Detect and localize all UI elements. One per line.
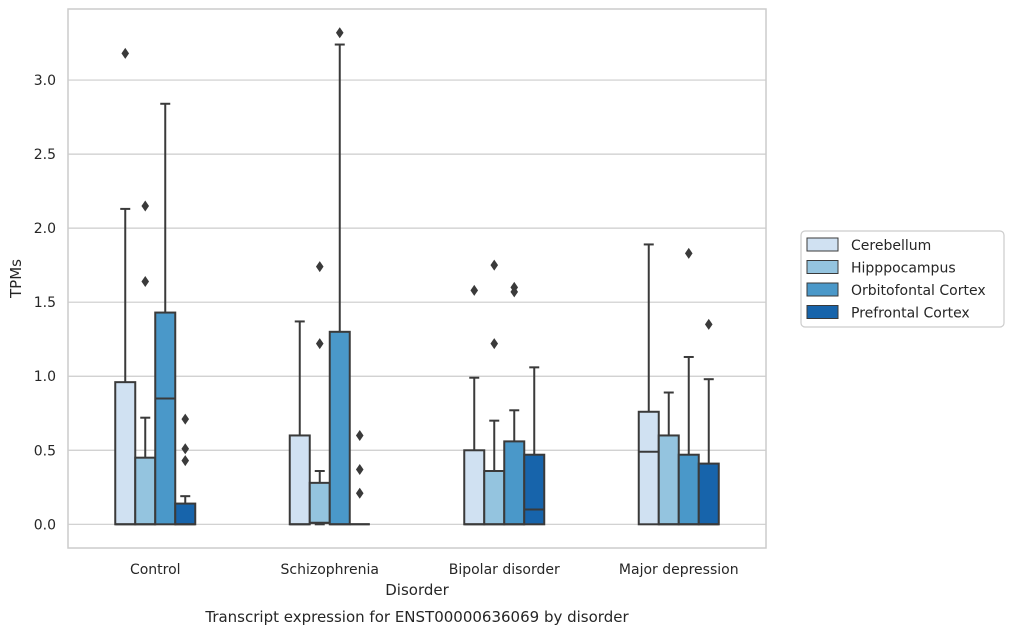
- x-axis-title: Disorder: [385, 581, 449, 599]
- box-body: [288, 434, 311, 526]
- box-2-3: [483, 259, 506, 526]
- x-tick-label: Major depression: [619, 562, 739, 578]
- legend-swatch: [806, 237, 839, 252]
- box-body: [503, 440, 526, 526]
- box-body: [134, 456, 157, 526]
- outlier-point: [510, 281, 519, 293]
- box-body: [308, 481, 331, 524]
- box-2-2: [308, 261, 331, 526]
- x-tick-label: Schizophrenia: [281, 562, 379, 578]
- outlier-point: [335, 27, 344, 39]
- outlier-point: [355, 464, 364, 476]
- box-4-1: [174, 413, 197, 526]
- box-1-1: [114, 47, 137, 526]
- box-series: [114, 27, 720, 526]
- box-1-2: [288, 320, 311, 526]
- y-tick-label: 1.0: [34, 369, 56, 385]
- legend-label: Cerebellum: [851, 238, 931, 254]
- box-body: [523, 453, 546, 526]
- outlier-point: [490, 259, 499, 271]
- box-2-1: [134, 200, 157, 526]
- box-body: [677, 453, 700, 526]
- y-tick-label: 0.5: [34, 443, 56, 459]
- box-4-4: [697, 318, 720, 526]
- y-tick-label: 2.5: [34, 147, 56, 163]
- box-body: [657, 434, 680, 526]
- outlier-point: [181, 413, 190, 425]
- outlier-point: [684, 247, 693, 259]
- outlier-point: [141, 200, 150, 212]
- legend: Cerebellum Hipppocampus Orbitofontal Corte…: [800, 230, 1005, 328]
- box-3-4: [677, 247, 700, 526]
- y-tick-label: 2.0: [34, 221, 56, 237]
- box-2-4: [657, 391, 680, 526]
- legend-box: [800, 230, 1005, 328]
- outlier-point: [355, 487, 364, 499]
- outlier-point: [315, 338, 324, 350]
- outlier-point: [315, 261, 324, 273]
- outlier-point: [181, 443, 190, 455]
- box-3-1: [154, 102, 177, 526]
- legend-swatch: [806, 305, 839, 319]
- box-body: [114, 381, 137, 526]
- outlier-point: [141, 275, 150, 287]
- plot-frame: [67, 8, 767, 549]
- outlier-point: [355, 429, 364, 441]
- box-body: [328, 330, 351, 526]
- box-body: [697, 462, 720, 526]
- legend-swatch: [806, 282, 839, 297]
- y-tick-label: 0.0: [34, 517, 56, 533]
- box-1-4: [637, 243, 660, 526]
- legend-label: Hipppocampus: [851, 261, 956, 277]
- legend-label: Prefrontal Cortex: [851, 306, 970, 322]
- outlier-point: [121, 47, 130, 59]
- box-4-2: [349, 429, 370, 526]
- y-tick-label: 3.0: [34, 73, 56, 89]
- chart-caption: Transcript expression for ENST0000063606…: [204, 608, 629, 626]
- box-3-3: [503, 281, 526, 526]
- box-body: [637, 410, 660, 526]
- x-axis: Control Schizophrenia Bipolar disorder Majo…: [130, 562, 739, 578]
- box-1-3: [463, 284, 486, 526]
- outlier-point: [704, 318, 713, 330]
- box-body: [483, 470, 506, 526]
- outlier-point: [181, 455, 190, 467]
- box-body: [463, 449, 486, 526]
- box-3-2: [328, 27, 351, 526]
- x-tick-label: Bipolar disorder: [449, 562, 560, 578]
- legend-swatch: [806, 260, 839, 274]
- y-tick-label: 1.5: [34, 295, 56, 311]
- x-tick-label: Control: [130, 562, 181, 578]
- legend-label: Orbitofontal Cortex: [851, 283, 986, 299]
- box-body: [154, 311, 177, 526]
- box-body: [174, 502, 197, 526]
- box-4-3: [523, 366, 546, 526]
- y-axis: 0.0 0.5 1.0 1.5 2.0 2.5 3.0: [34, 73, 56, 533]
- y-axis-title: TPMs: [7, 259, 25, 299]
- outlier-point: [490, 338, 499, 350]
- outlier-point: [470, 284, 479, 296]
